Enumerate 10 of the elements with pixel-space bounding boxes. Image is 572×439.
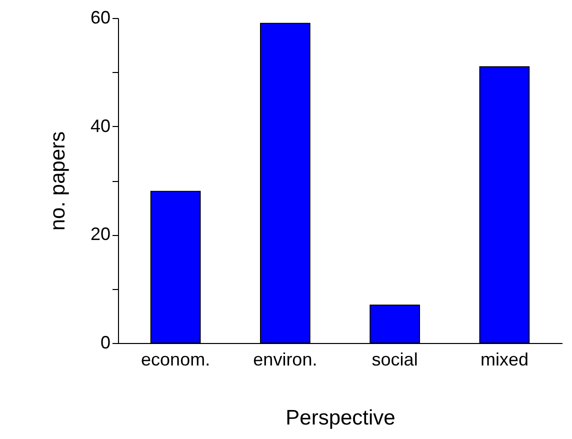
x-axis-title: Perspective [286, 406, 396, 430]
y-tick-label: 20 [90, 224, 110, 244]
y-tick-label: 40 [90, 116, 110, 136]
x-tick-label: mixed [480, 350, 528, 370]
x-tick-label: social [372, 350, 418, 370]
y-tick-label: 0 [100, 332, 110, 352]
y-tick-label: 60 [90, 8, 110, 28]
x-tick-label: econom. [141, 350, 210, 370]
y-axis-title: no. papers [46, 131, 70, 231]
x-tick-label: environ. [253, 350, 318, 370]
